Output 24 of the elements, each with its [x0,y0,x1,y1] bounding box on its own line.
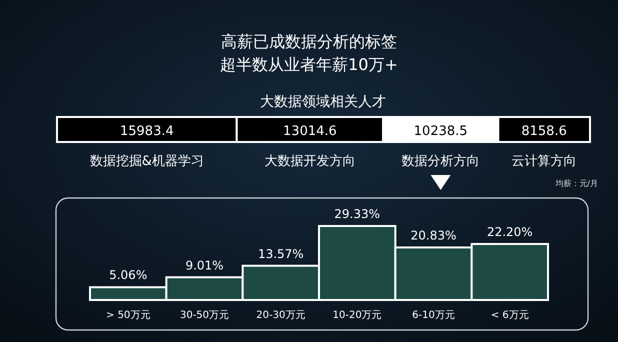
category-label: 云计算方向 [512,153,577,169]
x-tick-label: > 50万元 [106,310,150,321]
data-label: 13014.6 [283,124,337,139]
x-tick-label: 10-20万元 [332,310,382,321]
category-label: 数据挖掘&机器学习 [90,154,204,169]
data-label: 5.06% [109,268,148,282]
data-label: 15983.4 [120,124,174,139]
data-label: 20.83% [410,228,456,242]
category-label: 数据分析方向 [402,153,480,169]
text: 大数据领域相关人才 [260,94,386,110]
data-label: 9.01% [185,258,224,272]
x-tick-label: < 6万元 [490,310,529,321]
data-label: 22.20% [486,224,533,239]
x-tick-label: 6-10万元 [412,310,455,321]
data-label: 8158.6 [521,124,567,139]
data-label: 13.57% [258,246,304,261]
text: 高薪已成数据分析的标签 [221,32,397,51]
data-label: 29.33% [334,207,380,221]
x-tick-label: 20-30万元 [256,310,306,321]
text: 超半数从业者年薪10万+ [220,55,398,74]
text: 均薪：元/月 [554,179,598,188]
data-label: 10238.5 [414,124,468,139]
category-label: 大数据开发方向 [264,153,356,169]
x-tick-label: 30-50万元 [180,310,230,321]
